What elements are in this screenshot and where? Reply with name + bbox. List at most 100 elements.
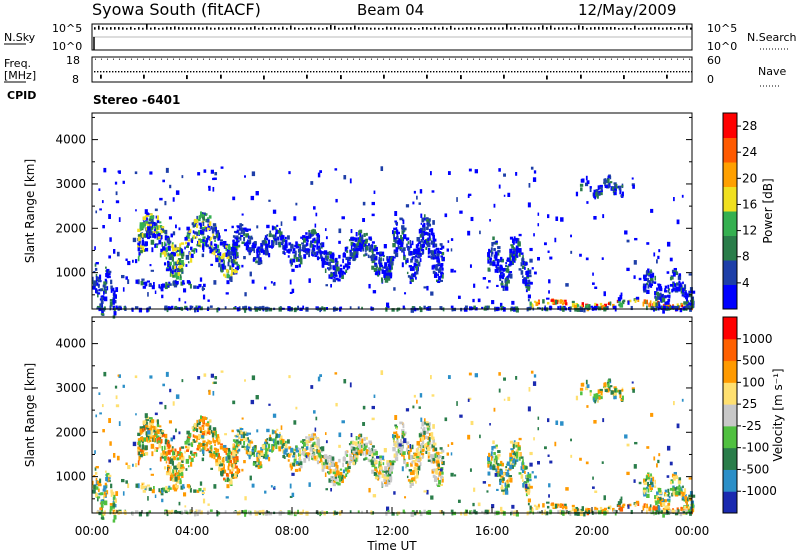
velocity-echo bbox=[395, 425, 399, 429]
velocity-echo bbox=[498, 372, 501, 376]
power-echo bbox=[380, 257, 382, 261]
power-echo bbox=[686, 306, 689, 310]
velocity-echo bbox=[138, 444, 141, 448]
velocity-echo bbox=[649, 504, 652, 508]
velocity-echo bbox=[186, 449, 189, 452]
freq-sample bbox=[355, 71, 357, 73]
velocity-echo bbox=[181, 468, 185, 471]
velocity-echo bbox=[253, 461, 257, 464]
freq-sample bbox=[106, 71, 108, 73]
power-echo bbox=[316, 251, 319, 256]
power-echo bbox=[363, 239, 367, 243]
power-echo bbox=[209, 249, 212, 254]
freq-sample bbox=[682, 71, 684, 73]
velocity-echo bbox=[487, 461, 489, 465]
power-echo bbox=[497, 246, 501, 250]
velocity-echo bbox=[298, 459, 302, 462]
velocity-echo bbox=[610, 390, 613, 395]
velocity-echo bbox=[489, 465, 493, 470]
power-echo bbox=[214, 250, 218, 253]
velocity-echo bbox=[504, 482, 507, 487]
power-echo bbox=[645, 300, 648, 305]
velocity-echo bbox=[284, 440, 287, 444]
power-echo bbox=[332, 265, 336, 269]
power-echo bbox=[308, 253, 311, 258]
nsky-sample bbox=[518, 28, 520, 30]
velocity-echo bbox=[287, 459, 290, 462]
velocity-echo bbox=[599, 388, 603, 392]
power-echo bbox=[325, 236, 328, 240]
velocity-echo bbox=[283, 456, 286, 459]
power-echo bbox=[402, 219, 405, 225]
power-echo bbox=[368, 283, 371, 289]
freq-sample bbox=[481, 71, 483, 73]
power-echo bbox=[662, 309, 665, 314]
velocity-echo bbox=[225, 451, 228, 455]
freq-sample bbox=[247, 71, 249, 73]
freq-sample bbox=[646, 71, 648, 73]
velocity-echo bbox=[646, 475, 650, 480]
power-echo bbox=[118, 305, 122, 309]
velocity-echo bbox=[403, 433, 406, 436]
velocity-echo bbox=[504, 490, 509, 495]
power-echo bbox=[683, 295, 686, 298]
power-echo bbox=[573, 304, 578, 310]
power-echo bbox=[685, 290, 687, 293]
freq-sample bbox=[232, 71, 234, 73]
power-echo bbox=[504, 280, 509, 285]
power-echo bbox=[467, 194, 470, 198]
velocity-echo bbox=[613, 395, 617, 400]
freq-sample bbox=[259, 71, 261, 73]
velocity-echo bbox=[272, 446, 275, 451]
nave-sample bbox=[413, 58, 414, 60]
velocity-echo bbox=[203, 440, 206, 443]
power-echo bbox=[179, 276, 182, 281]
power-echo bbox=[422, 241, 425, 246]
velocity-echo bbox=[221, 467, 225, 472]
power-echo bbox=[154, 234, 157, 239]
power-echo bbox=[634, 299, 637, 303]
nave-sample bbox=[455, 58, 456, 60]
freq-sample bbox=[337, 71, 339, 73]
power-echo bbox=[225, 292, 229, 295]
nsky-sample bbox=[606, 27, 608, 30]
power-echo bbox=[416, 251, 420, 255]
power-echo bbox=[495, 256, 498, 261]
velocity-echo bbox=[421, 455, 424, 459]
velocity-echo bbox=[628, 503, 632, 507]
velocity-echo bbox=[266, 438, 269, 441]
velocity-echo bbox=[99, 492, 103, 496]
power-echo bbox=[254, 307, 259, 312]
freq-sample bbox=[445, 71, 447, 73]
velocity-echo bbox=[437, 484, 441, 488]
freq-sample bbox=[112, 71, 114, 73]
power-echo bbox=[347, 259, 349, 264]
velocity-echo bbox=[509, 458, 513, 462]
power-echo bbox=[182, 280, 185, 283]
power-echo bbox=[149, 235, 152, 239]
colorbar-segment bbox=[723, 284, 737, 310]
velocity-echo bbox=[280, 440, 283, 445]
velocity-echo bbox=[667, 493, 670, 497]
velocity-echo bbox=[522, 483, 525, 488]
freq-sample bbox=[580, 71, 582, 73]
power-echo bbox=[193, 218, 197, 224]
power-echo bbox=[110, 285, 113, 290]
velocity-echo bbox=[278, 446, 282, 452]
velocity-echo bbox=[431, 444, 435, 448]
power-echo bbox=[604, 178, 607, 183]
power-echo bbox=[345, 256, 348, 261]
velocity-echo bbox=[360, 444, 363, 449]
velocity-echo bbox=[316, 438, 321, 442]
velocity-echo bbox=[149, 468, 152, 471]
nsky-tick-low: 10^0 bbox=[52, 40, 82, 53]
nsky-sample bbox=[186, 27, 188, 30]
power-echo bbox=[241, 213, 244, 216]
nave-sample bbox=[299, 58, 300, 60]
velocity-echo bbox=[316, 455, 319, 460]
velocity-echo bbox=[400, 441, 403, 446]
nave-sample bbox=[95, 58, 96, 60]
power-echo bbox=[503, 173, 506, 177]
velocity-echo bbox=[143, 437, 146, 442]
power-echo bbox=[236, 265, 239, 271]
